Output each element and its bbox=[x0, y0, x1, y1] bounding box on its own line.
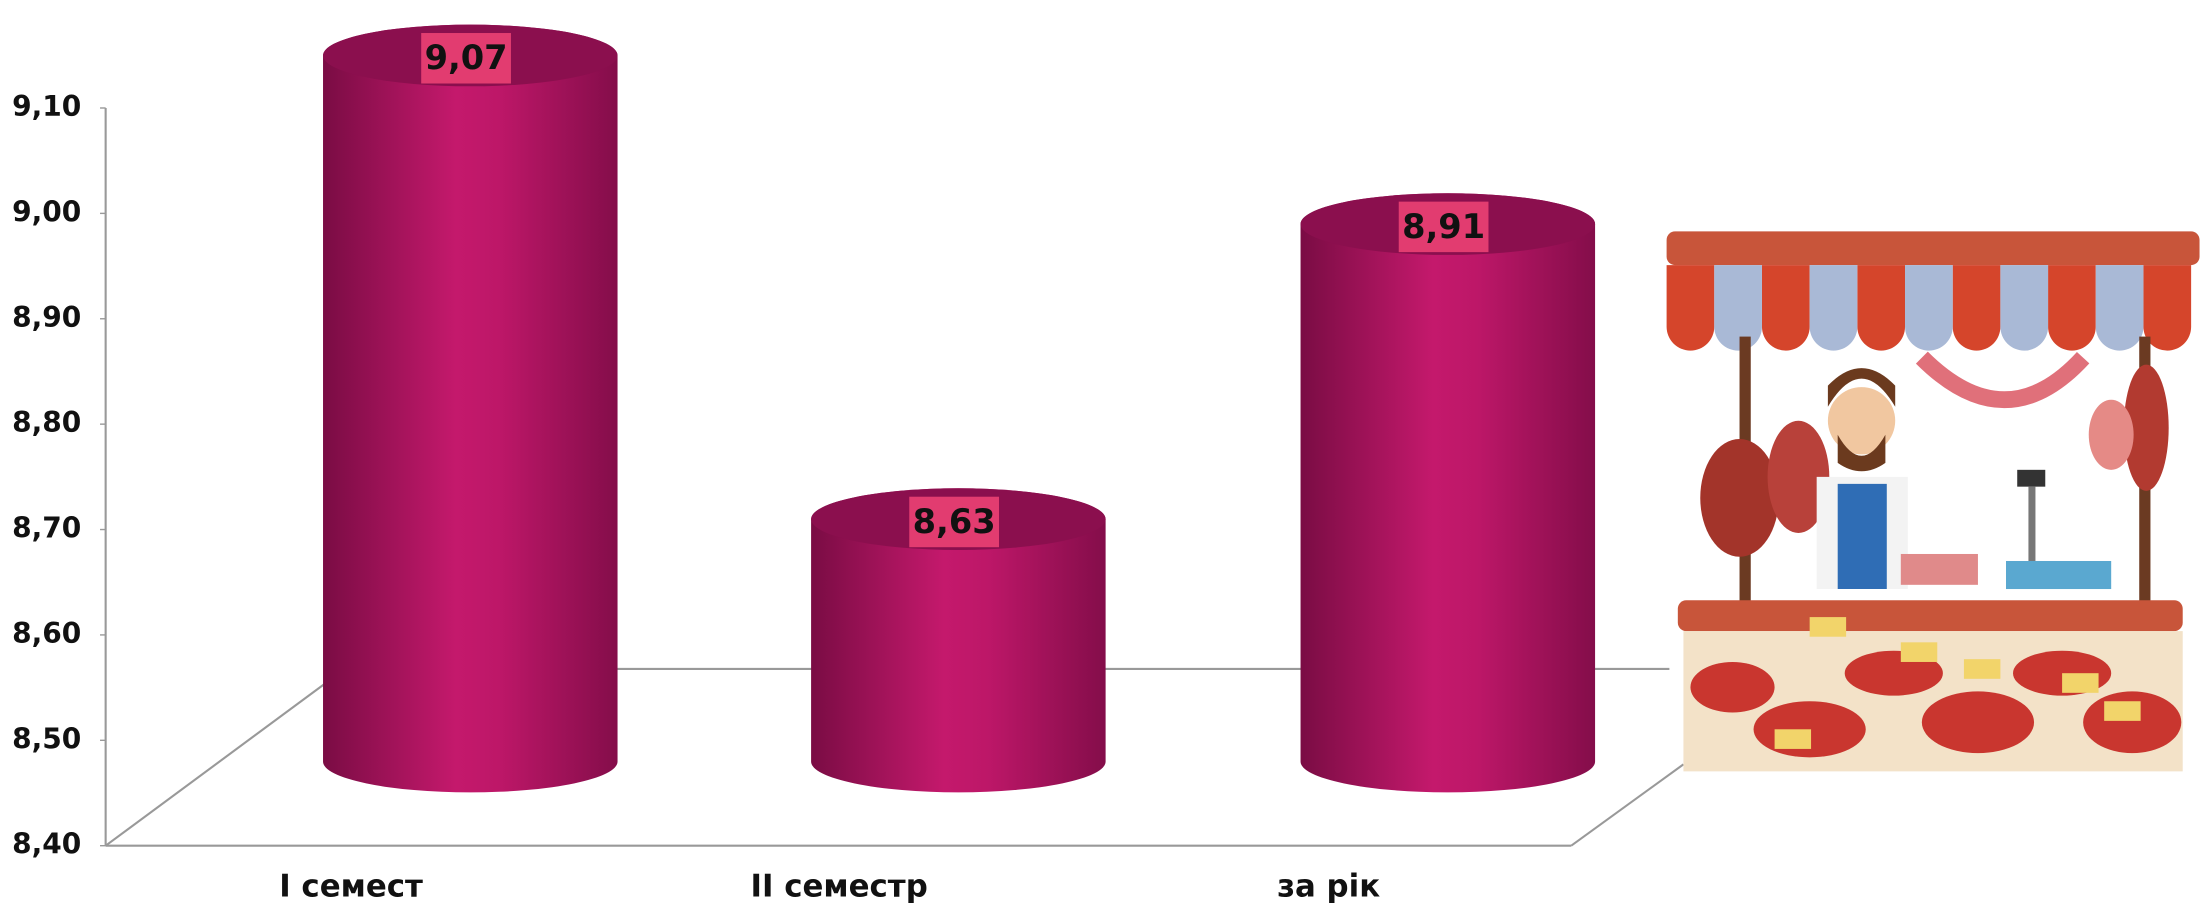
value-label-box bbox=[421, 33, 511, 84]
y-tick-label: 8,60 bbox=[12, 617, 81, 650]
x-tick-label: І семест bbox=[279, 868, 423, 904]
value-label-box bbox=[909, 496, 1000, 548]
x-tick-label: ІІ семестр bbox=[751, 868, 928, 904]
value-label-box bbox=[1398, 201, 1489, 253]
y-tick-label: 8,70 bbox=[12, 512, 81, 545]
market-stall-illustration bbox=[1666, 231, 2200, 772]
value-label: 8,91 bbox=[1402, 207, 1485, 246]
y-tick-label: 8,80 bbox=[12, 406, 81, 439]
y-tick-label: 8,40 bbox=[12, 828, 81, 861]
y-tick-label: 8,50 bbox=[12, 722, 81, 755]
bar bbox=[811, 488, 1106, 793]
bar bbox=[323, 24, 618, 793]
value-label: 9,07 bbox=[425, 38, 508, 77]
y-tick-label: 9,10 bbox=[12, 90, 81, 123]
value-label: 8,63 bbox=[913, 502, 996, 541]
y-tick-label: 9,00 bbox=[12, 195, 81, 228]
x-tick-label: за рік bbox=[1277, 868, 1380, 904]
bar bbox=[1300, 193, 1596, 793]
y-tick-label: 8,90 bbox=[12, 301, 81, 334]
